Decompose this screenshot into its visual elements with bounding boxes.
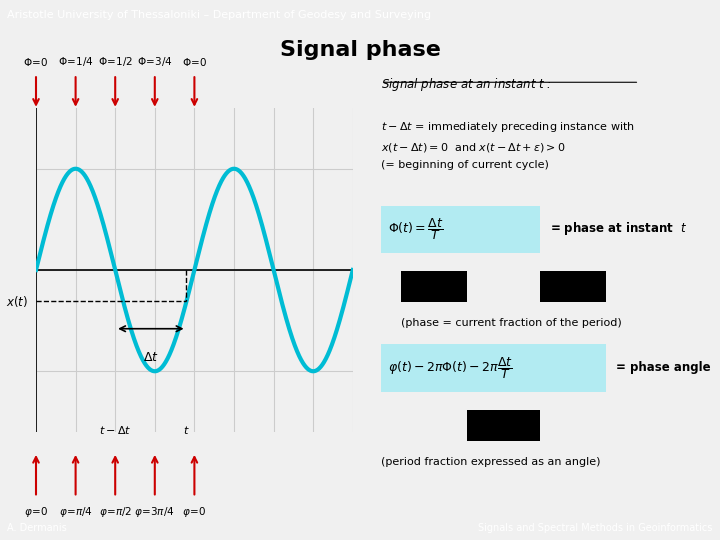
Text: = phase angle: = phase angle: [616, 361, 711, 374]
Text: $\varphi\!=\!0$: $\varphi\!=\!0$: [24, 505, 48, 519]
Text: $\Phi\!=\!0$: $\Phi\!=\!0$: [23, 56, 49, 68]
Text: Signal phase: Signal phase: [279, 40, 441, 60]
Text: A. Dermanis: A. Dermanis: [7, 523, 67, 533]
Text: = phase at instant  $t$: = phase at instant $t$: [550, 220, 688, 238]
Text: $\varphi\!=\!\pi/4$: $\varphi\!=\!\pi/4$: [58, 505, 93, 519]
Text: $\varphi(t) - 2\pi\Phi(t) - 2\pi\dfrac{\Delta t}{T}$: $\varphi(t) - 2\pi\Phi(t) - 2\pi\dfrac{\…: [387, 355, 513, 381]
Text: $\Delta t$: $\Delta t$: [143, 351, 158, 364]
Text: $t - \Delta t$: $t - \Delta t$: [99, 424, 131, 436]
Text: (period fraction expressed as an angle): (period fraction expressed as an angle): [381, 456, 600, 467]
Text: $\varphi\!=\!3\pi/4$: $\varphi\!=\!3\pi/4$: [135, 505, 175, 519]
Text: (phase = current fraction of the period): (phase = current fraction of the period): [401, 318, 621, 328]
Text: Signals and Spectral Methods in Geoinformatics: Signals and Spectral Methods in Geoinfor…: [478, 523, 713, 533]
Bar: [401, 272, 467, 302]
Bar: [540, 272, 606, 302]
Text: $\Phi\!=\!1/2$: $\Phi\!=\!1/2$: [98, 55, 132, 68]
Text: Aristotle University of Thessaloniki – Department of Geodesy and Surveying: Aristotle University of Thessaloniki – D…: [7, 10, 431, 20]
Text: $\varphi\!=\!\pi/2$: $\varphi\!=\!\pi/2$: [99, 505, 132, 519]
Text: $\Phi\!=\!1/4$: $\Phi\!=\!1/4$: [58, 55, 94, 68]
Text: $\Phi(t) = \dfrac{\Delta t}{T}$: $\Phi(t) = \dfrac{\Delta t}{T}$: [387, 216, 444, 242]
Text: Signal phase at an instant $t$ :: Signal phase at an instant $t$ :: [381, 76, 552, 92]
Text: $\varphi\!=\!0$: $\varphi\!=\!0$: [182, 505, 207, 519]
Bar: [381, 345, 606, 391]
Text: $x(t)$: $x(t)$: [6, 294, 28, 309]
Bar: [467, 410, 540, 441]
Text: $\Phi\!=\!3/4$: $\Phi\!=\!3/4$: [137, 55, 173, 68]
Text: $t$: $t$: [183, 424, 190, 436]
Text: $\Phi\!=\!0$: $\Phi\!=\!0$: [181, 56, 207, 68]
Bar: [381, 206, 540, 253]
Text: $t - \Delta t$ = immediately preceding instance with
$x(t - \Delta t) = 0$  and : $t - \Delta t$ = immediately preceding i…: [381, 120, 635, 170]
